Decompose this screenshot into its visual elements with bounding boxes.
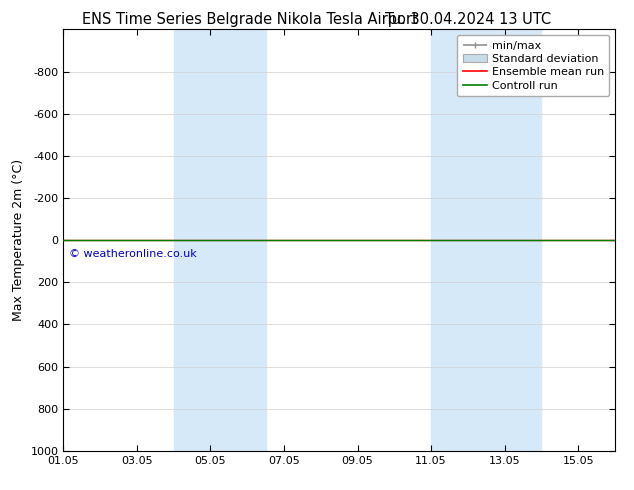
Text: ENS Time Series Belgrade Nikola Tesla Airport: ENS Time Series Belgrade Nikola Tesla Ai… — [82, 12, 418, 27]
Text: Tu. 30.04.2024 13 UTC: Tu. 30.04.2024 13 UTC — [385, 12, 552, 27]
Y-axis label: Max Temperature 2m (°C): Max Temperature 2m (°C) — [12, 159, 25, 321]
Bar — [174, 29, 266, 451]
Bar — [431, 29, 541, 451]
Text: © weatheronline.co.uk: © weatheronline.co.uk — [69, 248, 197, 259]
Legend: min/max, Standard deviation, Ensemble mean run, Controll run: min/max, Standard deviation, Ensemble me… — [457, 35, 609, 96]
